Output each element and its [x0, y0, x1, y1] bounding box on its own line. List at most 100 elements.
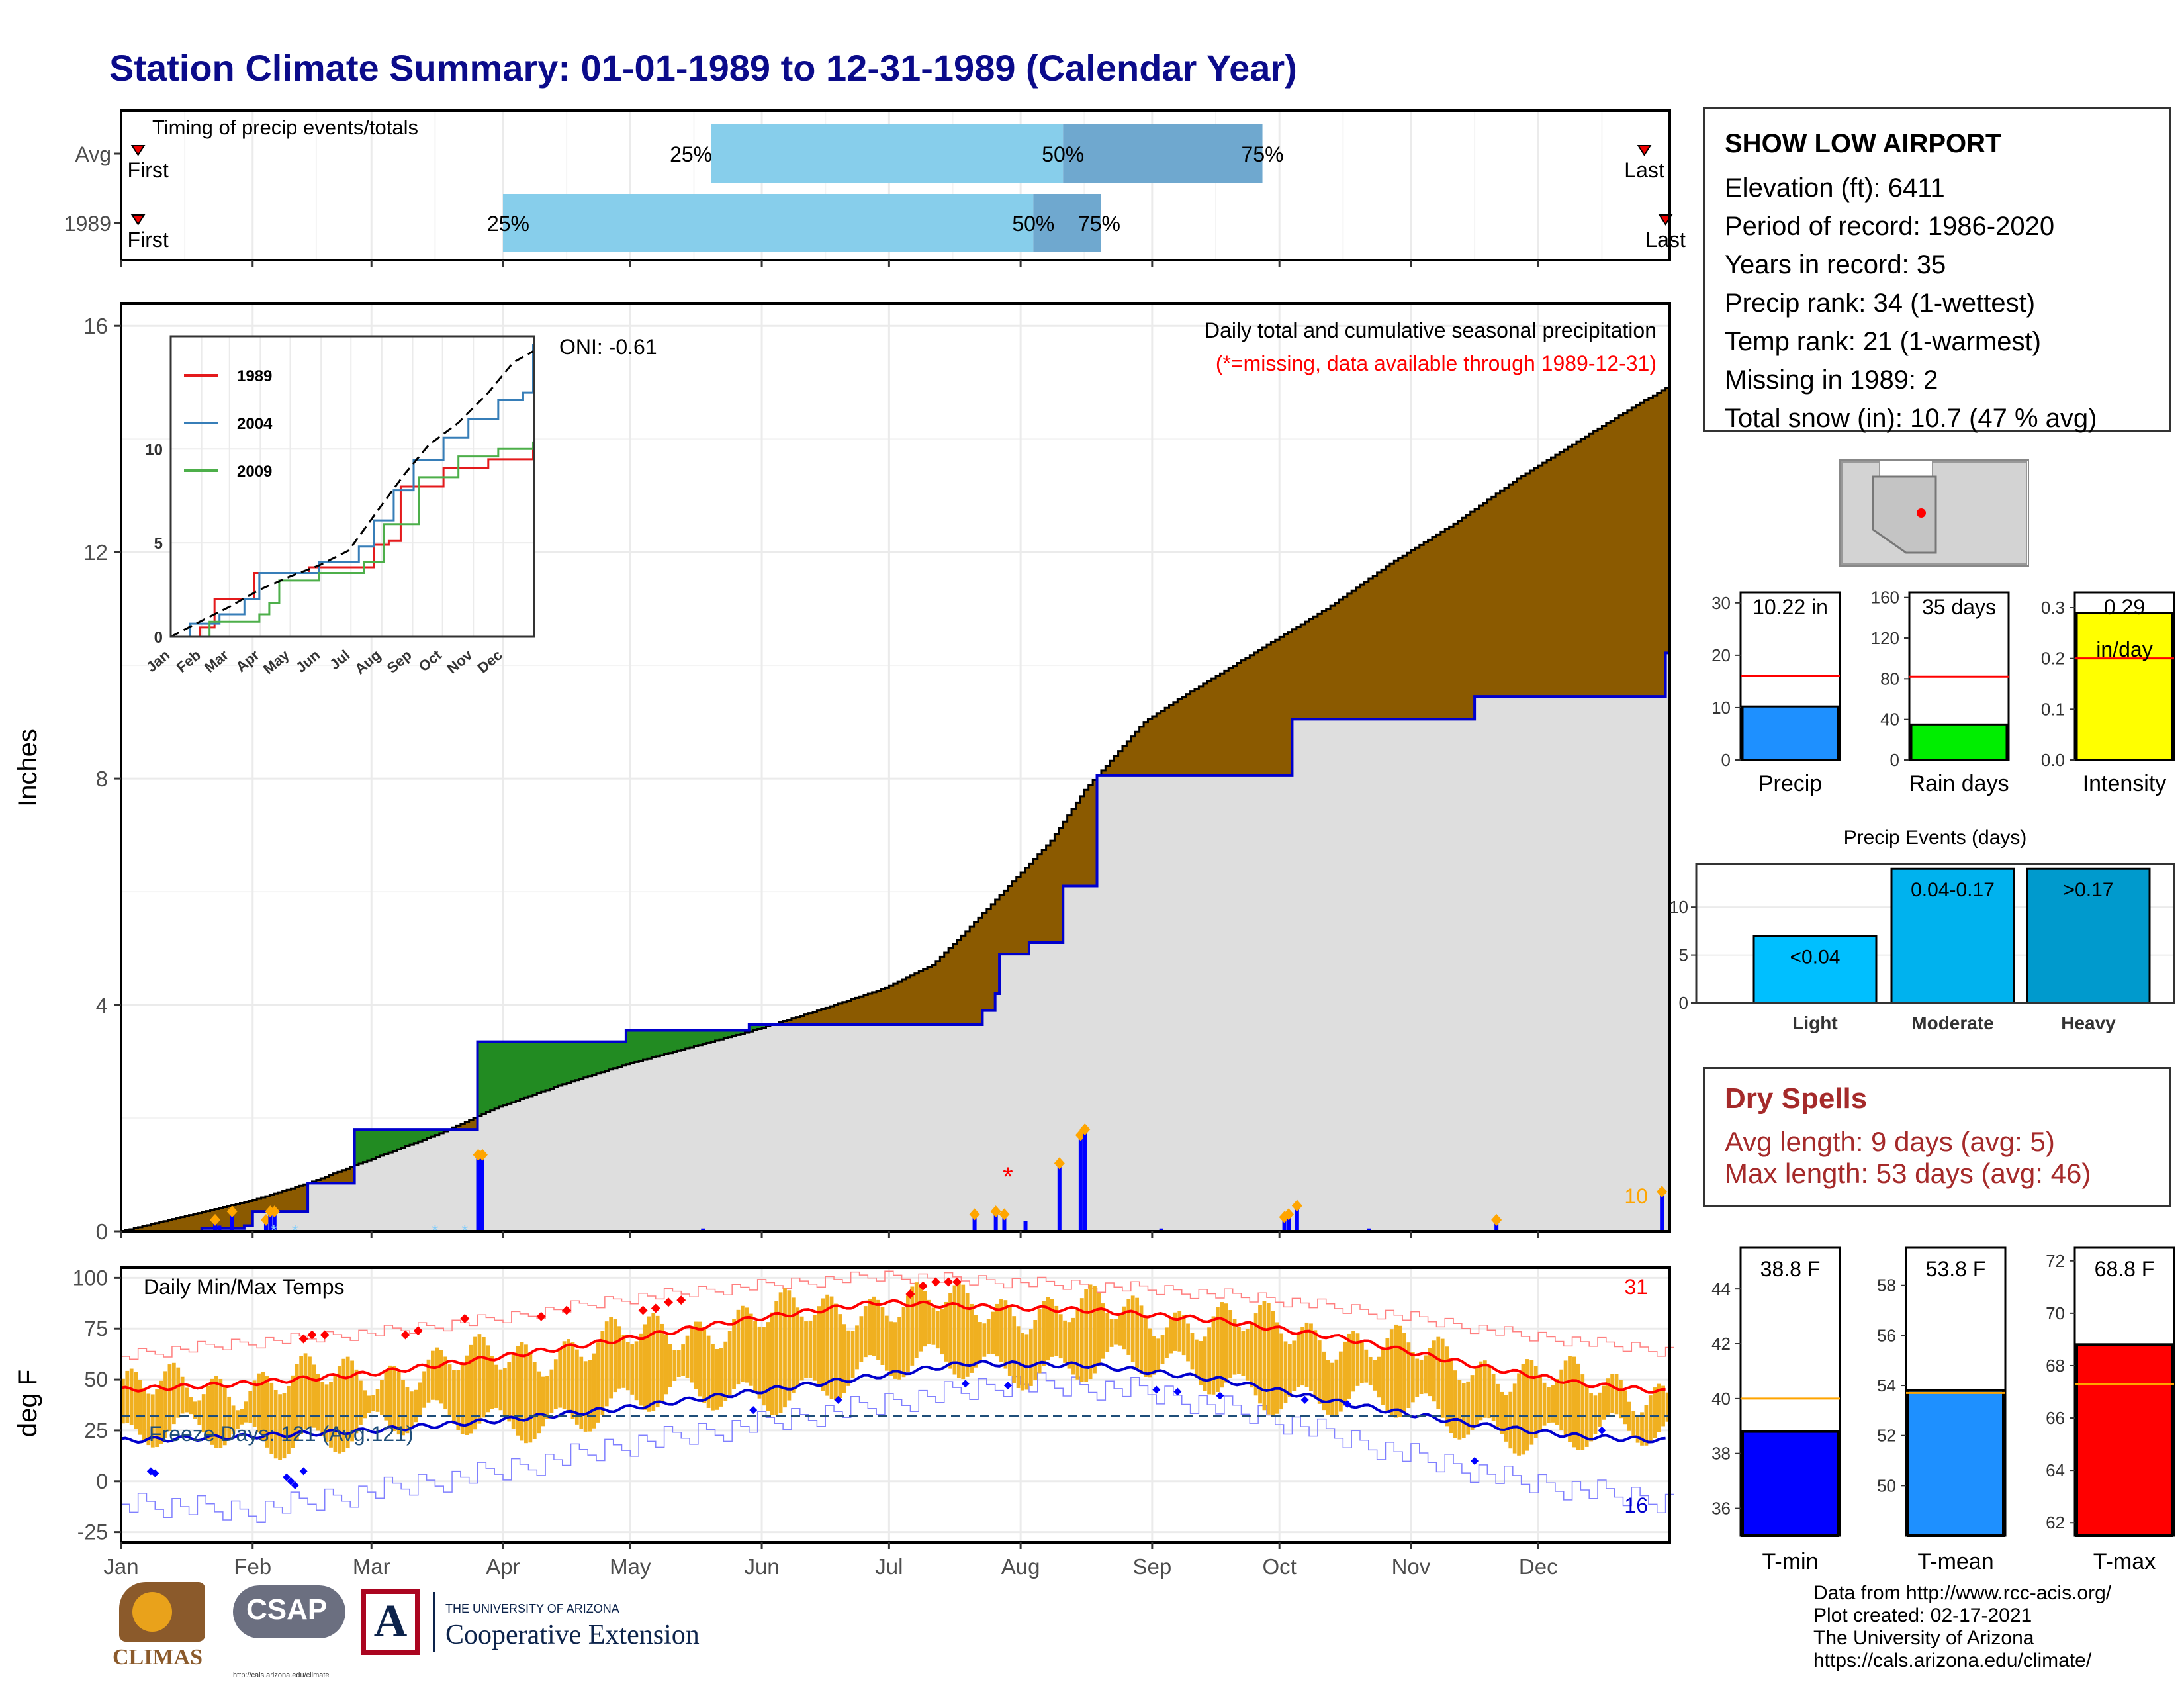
daily-temp-bar — [935, 1311, 940, 1349]
daily-temp-bar — [401, 1380, 405, 1436]
station-temp-rank: Temp rank: 21 (1-warmest) — [1725, 327, 2041, 356]
daily-temp-bar — [600, 1331, 605, 1415]
record-max-line — [121, 1270, 1674, 1360]
daily-temp-bar — [447, 1364, 452, 1417]
daily-temp-bar — [1088, 1284, 1093, 1380]
month-label: Mar — [353, 1554, 390, 1579]
precip-panel-border — [120, 302, 1671, 1233]
daily-temp-bar — [227, 1396, 232, 1440]
temp-bar-title: T-mean — [1917, 1549, 1993, 1574]
daily-temp-bar — [999, 1299, 1003, 1362]
daily-precip-bar — [268, 1211, 273, 1231]
daily-temp-bar — [1144, 1317, 1148, 1378]
daily-temp-bar — [371, 1395, 376, 1411]
daily-temp-bar — [884, 1315, 889, 1371]
record-high-count: 31 — [1624, 1275, 1648, 1299]
timing-last-marker — [1637, 145, 1652, 156]
daily-precip-bar — [476, 1154, 480, 1231]
daily-temp-bar — [715, 1348, 719, 1410]
daily-temp-bar — [494, 1364, 498, 1408]
daily-temp-bar — [1203, 1336, 1207, 1391]
daily-temp-bar — [1067, 1322, 1071, 1369]
station-period: Period of record: 1986-2020 — [1725, 212, 2055, 241]
temp-y-tick-label: -25 — [77, 1521, 108, 1544]
daily-temp-bar — [906, 1295, 910, 1372]
inset-series-2009 — [171, 441, 534, 638]
station-missing: Missing in 1989: 2 — [1725, 365, 1938, 395]
daily-temp-bar — [312, 1364, 316, 1428]
record-low-marker — [287, 1477, 295, 1485]
temp-y-tick-label: 75 — [84, 1317, 108, 1340]
daily-temp-bar — [1521, 1364, 1525, 1455]
daily-temp-bar — [337, 1366, 341, 1454]
record-high-marker — [952, 1277, 962, 1287]
record-low-marker — [291, 1481, 299, 1489]
obs-cumulative-area — [121, 653, 1670, 1231]
daily-temp-bar — [439, 1350, 443, 1404]
daily-temp-bar — [850, 1331, 855, 1378]
daily-temp-bar — [295, 1364, 299, 1441]
daily-temp-bar — [634, 1341, 639, 1401]
record-low-marker — [1152, 1385, 1161, 1394]
daily-temp-bar — [893, 1322, 897, 1379]
daily-temp-bar — [1343, 1341, 1347, 1406]
daily-temp-bar — [1084, 1289, 1089, 1382]
daily-temp-bar — [639, 1333, 643, 1406]
daily-temp-bar — [414, 1389, 418, 1423]
chart-title: Station Climate Summary: 01-01-1989 to 1… — [109, 47, 1297, 89]
daily-temp-bar — [787, 1290, 792, 1401]
footer-line: https://cals.arizona.edu/climate/ — [1813, 1650, 2092, 1671]
daily-temp-bar — [248, 1391, 253, 1423]
daily-temp-bar — [1105, 1313, 1110, 1352]
daily-temp-bar — [1351, 1331, 1355, 1392]
daily-temp-bar — [1623, 1390, 1627, 1425]
daily-precip-bar — [1287, 1214, 1291, 1231]
daily-temp-bar — [1296, 1334, 1300, 1387]
timing-first-label: First — [128, 158, 169, 182]
daily-temp-bar — [1606, 1378, 1610, 1415]
daily-temp-bar — [1224, 1303, 1228, 1383]
timing-panel-border — [120, 109, 1671, 261]
footer-line: Plot created: 02-17-2021 — [1813, 1605, 2032, 1626]
daily-temp-bar — [1640, 1412, 1644, 1446]
temp-bar-y-tick-label: 42 — [1711, 1334, 1731, 1354]
daily-temp-bar — [889, 1321, 893, 1376]
daily-temp-bar — [1436, 1336, 1441, 1409]
daily-temp-bar — [1555, 1378, 1559, 1425]
record-high-marker — [400, 1330, 410, 1340]
daily-temp-bar — [299, 1356, 304, 1434]
events-title: Precip Events (days) — [1844, 827, 2027, 849]
daily-temp-bar — [817, 1306, 821, 1385]
events-panel-border — [1695, 863, 2175, 1004]
daily-temp-bar — [690, 1327, 694, 1383]
record-high-marker — [638, 1305, 648, 1315]
footer-credits: Data from http://www.rcc-acis.org/ Plot … — [1813, 1582, 2111, 1672]
daily-temp-bar — [396, 1371, 401, 1435]
record-low-marker — [961, 1380, 970, 1388]
daily-temp-bar — [1496, 1383, 1500, 1427]
daily-temp-bar — [201, 1394, 206, 1433]
daily-precip-bar — [230, 1211, 234, 1231]
daily-temp-bar — [1033, 1320, 1038, 1381]
daily-temp-bar — [919, 1284, 923, 1352]
daily-temp-bar — [986, 1319, 991, 1354]
daily-temp-bar — [647, 1316, 651, 1412]
daily-temp-bar — [681, 1344, 686, 1376]
daily-temp-bar — [621, 1335, 626, 1388]
month-label: Jul — [875, 1554, 903, 1579]
daily-temp-bar — [1309, 1323, 1313, 1391]
events-category-label: Moderate — [1911, 1013, 1993, 1033]
daily-temp-bar — [553, 1359, 558, 1409]
month-label: Dec — [1519, 1554, 1558, 1579]
summary-y-tick-label: 80 — [1880, 669, 1899, 688]
daily-temp-bar — [1037, 1309, 1042, 1374]
daily-temp-bar — [1424, 1355, 1428, 1394]
summary-y-tick-label: 0.1 — [2041, 699, 2065, 719]
daily-temp-bar — [121, 1378, 125, 1424]
daily-temp-bar — [757, 1326, 762, 1399]
daily-temp-bar — [745, 1307, 749, 1383]
summary-value-label: 0.29 — [2104, 595, 2145, 619]
daily-precip-bar — [1057, 1163, 1062, 1231]
daily-temp-bar — [974, 1315, 978, 1368]
daily-temp-bar — [651, 1313, 656, 1411]
